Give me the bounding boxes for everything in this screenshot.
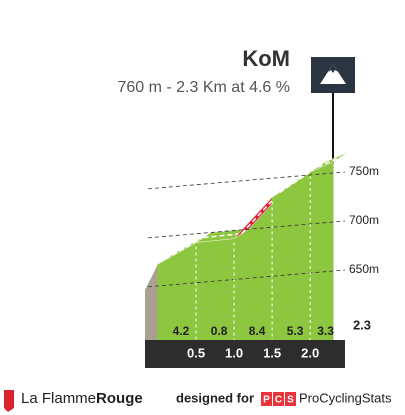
title: KoM (242, 46, 290, 71)
profile-face (309, 161, 334, 341)
x-tick-label: 2.0 (301, 345, 319, 360)
y-tick-label: 650m (349, 262, 379, 276)
road-centerline (317, 156, 341, 168)
pcs-letter: P (263, 395, 270, 406)
grid-line (147, 171, 346, 190)
y-tick-label: 700m (349, 213, 379, 227)
x-tick-label: 1.0 (225, 345, 243, 360)
grid-line (147, 220, 346, 239)
mountain-icon (320, 64, 346, 84)
gradient-label: 3.3 (317, 324, 334, 338)
pcs-box (273, 392, 284, 406)
pcs-letter: C (275, 395, 282, 406)
subtitle: 760 m - 2.3 Km at 4.6 % (117, 79, 290, 96)
distance-band (145, 340, 345, 368)
pcs-box (261, 392, 272, 406)
x-tick-label: 2.3 (353, 317, 371, 332)
y-tick-label: 750m (349, 164, 379, 178)
road-centerline (241, 191, 281, 235)
profile-face (271, 171, 311, 341)
pcs-letter: S (287, 395, 294, 406)
x-tick-label: 0.5 (187, 345, 205, 360)
flame-logo (4, 390, 14, 412)
pcs-box (285, 392, 296, 406)
site-name: ProCyclingStats (299, 390, 392, 405)
designed-for: designed for (176, 390, 254, 405)
gradient-label: 4.2 (173, 324, 190, 338)
brand-left: La FlammeRouge (21, 390, 143, 407)
grid-line (147, 269, 346, 288)
side-face (145, 264, 158, 340)
gradient-label: 0.8 (211, 324, 228, 338)
snow-cap (328, 64, 338, 73)
x-tick-label: 1.5 (263, 345, 281, 360)
road-centerline (203, 232, 242, 239)
gradient-label: 8.4 (249, 324, 266, 338)
gradient-label: 5.3 (287, 324, 304, 338)
road-centerline (165, 236, 204, 260)
